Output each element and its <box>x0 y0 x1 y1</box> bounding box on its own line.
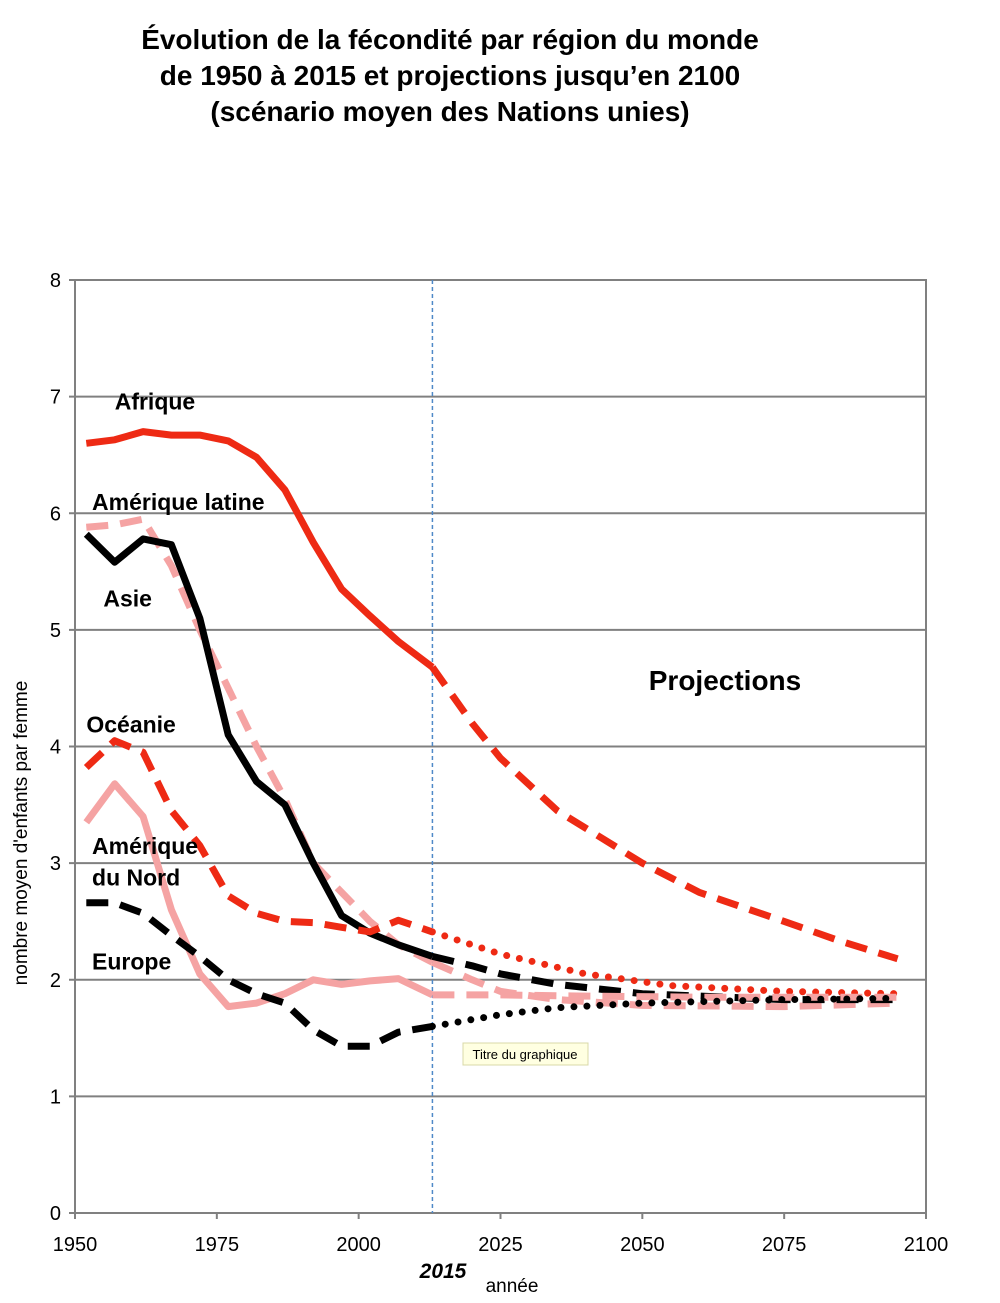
x-tick-label-2025: 2025 <box>478 1234 523 1256</box>
y-tick-label-1: 1 <box>50 1086 61 1108</box>
label-layer: Afrique Amérique latine Asie Océanie Amériqu… <box>86 388 264 974</box>
region-label-amerique-latine: Amérique latine <box>92 489 265 515</box>
series-oceanie-historical <box>83 737 434 936</box>
y-tick-label-7: 7 <box>50 387 61 409</box>
region-label-europe: Europe <box>92 948 171 974</box>
y-tick-label-8: 8 <box>50 270 61 292</box>
y-tick-label-5: 5 <box>50 620 61 642</box>
series-amerique-du-nord-historical <box>83 780 434 1011</box>
axis-layer: 0 1 2 3 4 5 6 7 8 1950 1975 2000 2025 2050 2075 2100 <box>50 270 948 1256</box>
series-afrique-projection <box>429 665 899 963</box>
y-tick-label-4: 4 <box>50 737 61 759</box>
region-label-amerique-du-nord-2: du Nord <box>92 864 180 890</box>
y-tick-label-2: 2 <box>50 970 61 992</box>
tooltip-box <box>462 1042 589 1066</box>
y-axis-title: nombre moyen d'enfants par femme <box>11 681 32 986</box>
chart-title: Évolution de la fécondité par région du … <box>0 22 900 130</box>
series-layer <box>83 428 902 1050</box>
x-axis-title: année <box>486 1276 539 1297</box>
region-label-afrique: Afrique <box>115 388 196 414</box>
y-tick-label-0: 0 <box>50 1203 61 1225</box>
x-tick-label-2050: 2050 <box>620 1234 665 1256</box>
x-tick-label-2100: 2100 <box>904 1234 949 1256</box>
tooltip-text: Titre du graphique <box>472 1047 577 1062</box>
title-line-3: (scénario moyen des Nations unies) <box>210 96 690 127</box>
y-tick-label-6: 6 <box>50 503 61 525</box>
series-amerique-latine-historical <box>86 515 435 966</box>
title-line-2: de 1950 à 2015 et projections jusqu’en 2… <box>159 60 741 91</box>
region-label-asie: Asie <box>103 586 152 612</box>
series-europe-historical <box>86 899 433 1050</box>
projections-label: Projections <box>649 665 801 696</box>
tooltip: Titre du graphique <box>462 1042 589 1066</box>
title-line-1: Évolution de la fécondité par région du … <box>141 24 759 55</box>
series-amerique-latine-projection <box>430 959 898 1011</box>
x-tick-label-2075: 2075 <box>762 1234 807 1256</box>
grid-layer <box>74 279 927 1214</box>
y-tick-label-3: 3 <box>50 853 61 875</box>
x-tick-label-2000: 2000 <box>336 1234 381 1256</box>
series-europe-projection <box>428 994 902 1030</box>
series-afrique-historical <box>85 428 435 670</box>
marker-year-label: 2015 <box>419 1260 467 1283</box>
region-label-amerique-du-nord-1: Amérique <box>92 833 198 859</box>
series-oceanie-projection <box>428 928 902 998</box>
x-tick-label-1975: 1975 <box>195 1234 240 1256</box>
region-label-oceanie: Océanie <box>86 712 176 738</box>
x-tick-label-1950: 1950 <box>53 1234 98 1256</box>
series-amerique-du-nord-projection <box>432 991 898 1001</box>
